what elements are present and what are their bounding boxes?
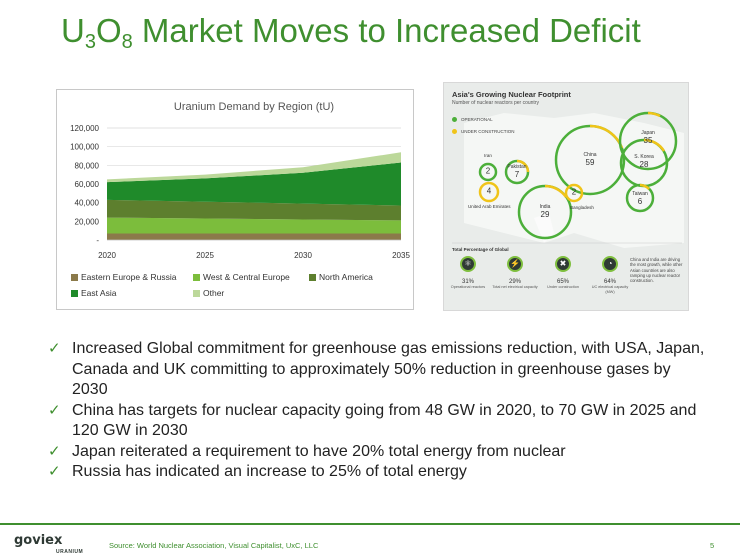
legend-swatch [71,273,78,281]
y-tick-label: 100,000 [70,143,99,152]
infographic-subtitle: Number of nuclear reactors per country [452,100,539,106]
india-peninsula-shape [534,213,554,243]
bubble-india: India 29 [539,203,551,219]
infographic-map [452,111,684,248]
label-uae: United Arab Emirates [468,204,511,209]
infographic-note: China and India are driving the most gro… [630,257,683,283]
area-series-2 [107,199,401,221]
bubble-taiwan: Taiwan 6 [632,190,648,206]
chart-title: Uranium Demand by Region (tU) [174,101,334,113]
atom-icon: ⚛ [460,256,476,272]
legend-item-eastern-europe-russia: Eastern Europe & Russia [71,272,193,282]
check-icon: ✓ [48,340,61,357]
uranium-demand-chart: Uranium Demand by Region (tU) - 20,000 40,0… [56,89,414,310]
iran-operational-ring [478,162,498,182]
taiwan-construction-arc [639,183,650,190]
legend-operational: OPERATIONAL [452,117,493,122]
bullet-item: ✓ Japan reiterated a requirement to have … [48,442,708,463]
bangladesh-ring [564,183,584,203]
check-icon: ✓ [48,463,61,480]
uae-ring [478,181,500,203]
check-icon: ✓ [48,401,61,419]
y-tick-label: 20,000 [75,217,100,226]
bubble-south-korea: S. Korea 28 [634,153,654,169]
legend-under-construction: UNDER CONSTRUCTION [452,129,515,134]
value-uae: 4 [486,186,492,196]
y-tick-label: - [96,236,99,245]
area-series-1 [107,217,401,234]
x-tick-label: 2020 [98,251,116,260]
japan-construction-arc [647,111,661,118]
gauge-icon: ◔ [602,256,618,272]
legend-item-east-asia: East Asia [71,288,193,298]
goviex-logo-subtitle: URANIUM [56,549,84,555]
legend-swatch [193,289,200,297]
south-korea-construction-arc [643,138,666,152]
bubble-japan: Japan 35 [641,129,655,145]
area-series-0 [107,233,401,240]
label-bangladesh: Bangladesh [570,205,594,210]
area-series-3 [107,162,401,206]
bullet-list: ✓ Increased Global commitment for greenho… [48,339,708,483]
asia-nuclear-infographic: Asia's Growing Nuclear Footprint Number … [443,82,689,311]
stat-uc-capacity: ◔ 64% UC electrical capacity (MW) [587,256,633,294]
x-tick-label: 2025 [196,251,214,260]
x-tick-label: 2030 [294,251,312,260]
infographic-title: Asia's Growing Nuclear Footprint [452,90,571,99]
y-tick-label: 60,000 [75,180,100,189]
construction-dot [452,129,457,134]
legend-swatch [309,273,316,281]
legend-item-west-central-europe: West & Central Europe [193,272,309,282]
value-iran: 2 [485,166,491,176]
page-number: 5 [710,541,715,550]
chart-canvas: Uranium Demand by Region (tU) - 20,000 40,0… [70,101,410,260]
label-iran: Iran [484,153,492,158]
bullet-item: ✓ Increased Global commitment for greenho… [48,339,708,401]
goviex-logo: goviex [14,533,63,548]
footer-divider [0,523,740,525]
legend-item-other: Other [193,288,224,298]
stat-under-construction: ✖ 65% Under construction [540,256,586,290]
stat-net-capacity: ⚡ 29% Total net electrical capacity [492,256,538,290]
y-tick-label: 40,000 [75,199,100,208]
y-tick-label: 120,000 [70,124,99,133]
check-icon: ✓ [48,442,61,460]
y-tick-label: 80,000 [75,161,100,170]
lightning-icon: ⚡ [507,256,523,272]
operational-dot [452,117,457,122]
stat-operational-reactors: ⚛ 31% Operational reactors [445,256,491,290]
bubble-china: China 59 [583,151,597,167]
chart-legend: Eastern Europe & Russia West & Central E… [71,272,411,304]
legend-swatch [71,289,78,297]
source-citation: Source: World Nuclear Association, Visua… [109,541,319,550]
bubble-pakistan: Pakistan 7 [507,163,527,179]
value-bangladesh: 2 [571,187,577,197]
stats-title: Total Percentage of Global [452,247,509,252]
pakistan-construction-arc [516,159,530,173]
area-series-4 [107,152,401,183]
bullet-item: ✓ China has targets for nuclear capacity … [48,401,708,442]
india-construction-arc [544,184,568,198]
legend-swatch [193,273,200,281]
tools-icon: ✖ [555,256,571,272]
slide-title: U3O8 Market Moves to Increased Deficit [61,12,641,53]
x-tick-label: 2035 [392,251,410,260]
legend-item-north-america: North America [309,272,373,282]
bullet-item: ✓ Russia has indicated an increase to 25%… [48,462,708,483]
